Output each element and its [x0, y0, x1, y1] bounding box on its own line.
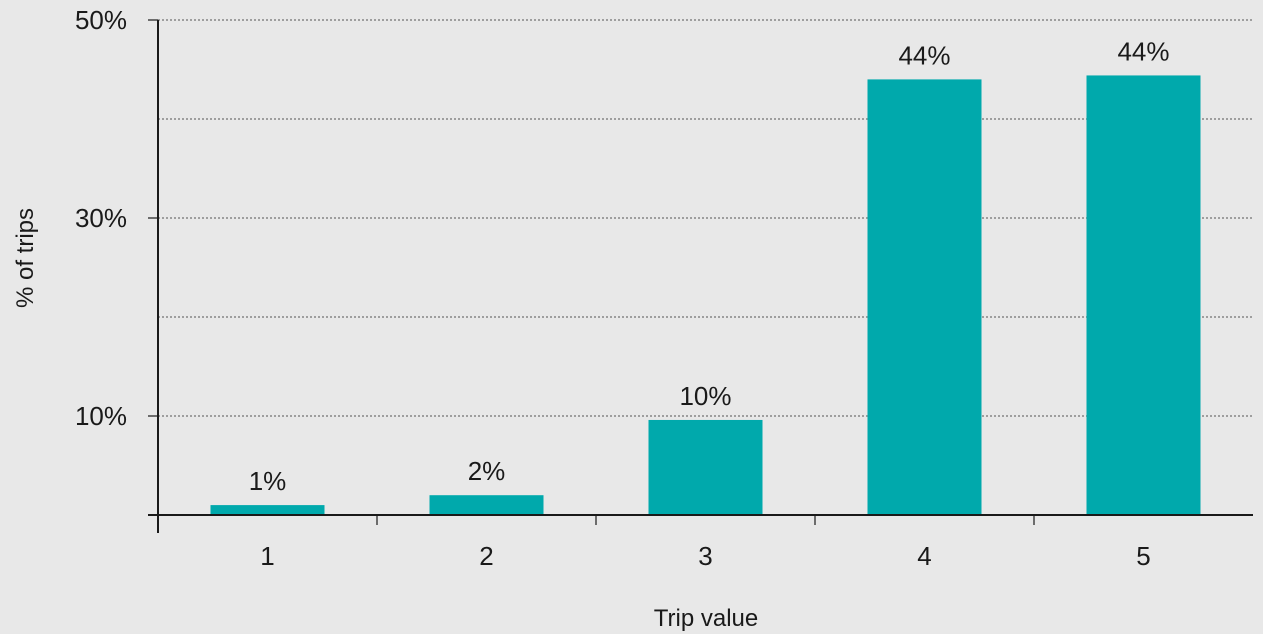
x-tick-label-1: 1	[260, 541, 274, 571]
gridlines	[158, 19, 1253, 417]
data-label-1: 1%	[249, 466, 287, 496]
x-tick-label-2: 2	[479, 541, 493, 571]
x-tick-label-3: 3	[698, 541, 712, 571]
labels: 1% 1 2% 2 10% 3 44% 4 44% 5 10% 30% 50%	[75, 5, 1170, 571]
y-tick-label-50: 50%	[75, 5, 127, 35]
axes	[148, 19, 1253, 533]
bar-4	[867, 79, 982, 516]
bar-3	[648, 419, 763, 515]
data-label-4: 44%	[898, 40, 950, 70]
y-tick-label-10: 10%	[75, 401, 127, 431]
bar-5	[1086, 75, 1201, 515]
data-label-5: 44%	[1117, 36, 1169, 66]
bar-2	[429, 495, 544, 515]
data-label-2: 2%	[468, 456, 506, 486]
x-tick-label-4: 4	[917, 541, 931, 571]
x-axis-title: Trip value	[654, 605, 758, 632]
data-label-3: 10%	[679, 381, 731, 411]
y-axis-title: % of trips	[12, 208, 39, 308]
x-tick-label-5: 5	[1136, 541, 1150, 571]
y-tick-label-30: 30%	[75, 203, 127, 233]
bars	[210, 75, 1201, 516]
bar-1	[210, 505, 325, 515]
